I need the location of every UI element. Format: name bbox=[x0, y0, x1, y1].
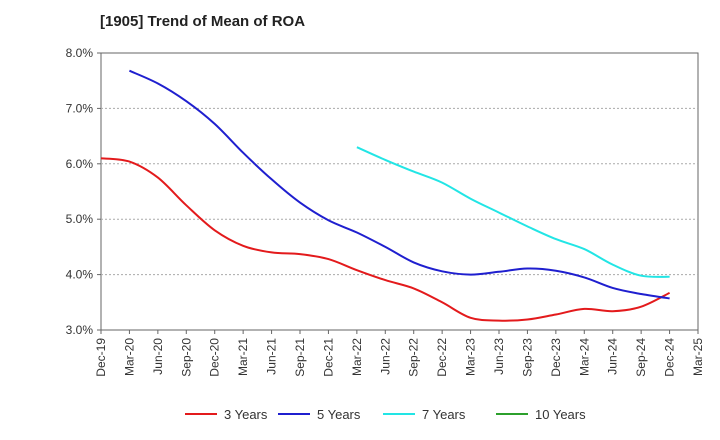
x-tick-label: Mar-20 bbox=[122, 338, 136, 376]
x-tick-label: Mar-23 bbox=[464, 338, 478, 376]
y-tick-label: 3.0% bbox=[66, 323, 94, 337]
y-tick-label: 5.0% bbox=[66, 212, 94, 226]
x-tick-label: Sep-23 bbox=[520, 338, 534, 377]
y-tick-label: 6.0% bbox=[66, 157, 94, 171]
x-tick-label: Jun-21 bbox=[265, 338, 279, 375]
y-tick-label: 7.0% bbox=[66, 101, 94, 115]
x-tick-label: Mar-25 bbox=[691, 338, 705, 376]
plot-area bbox=[100, 52, 699, 331]
legend-label: 10 Years bbox=[535, 407, 586, 422]
x-tick-label: Mar-24 bbox=[577, 338, 591, 376]
x-tick-label: Sep-20 bbox=[179, 338, 193, 377]
gridlines bbox=[101, 107, 698, 276]
x-tick-label: Jun-22 bbox=[378, 338, 392, 375]
legend-label: 5 Years bbox=[317, 407, 361, 422]
x-axis: Dec-19 Mar-20 Jun-20 Sep-20 Dec-20 Mar-21 Jun-… bbox=[94, 330, 705, 377]
y-axis: 3.0% 4.0% 5.0% 6.0% 7.0% 8.0% bbox=[66, 46, 101, 337]
x-tick-label: Mar-21 bbox=[236, 338, 250, 376]
legend-label: 7 Years bbox=[422, 407, 466, 422]
x-tick-label: Jun-20 bbox=[151, 338, 165, 375]
x-tick-label: Dec-21 bbox=[321, 338, 335, 377]
x-tick-label: Jun-23 bbox=[492, 338, 506, 375]
x-tick-label: Dec-23 bbox=[549, 338, 563, 377]
legend: 3 Years 5 Years 7 Years 10 Years bbox=[185, 407, 586, 422]
series-lines bbox=[100, 69, 671, 322]
series-line-1 bbox=[100, 157, 671, 322]
x-tick-label: Dec-24 bbox=[663, 338, 677, 377]
x-tick-label: Mar-22 bbox=[350, 338, 364, 376]
x-tick-label: Jun-24 bbox=[606, 338, 620, 375]
series-line-3 bbox=[356, 146, 670, 278]
legend-label: 3 Years bbox=[224, 407, 268, 422]
chart-title: [1905] Trend of Mean of ROA bbox=[100, 13, 306, 30]
x-tick-label: Dec-20 bbox=[208, 338, 222, 377]
x-tick-label: Sep-22 bbox=[407, 338, 421, 377]
y-tick-label: 4.0% bbox=[66, 268, 94, 282]
series-line-2 bbox=[128, 69, 670, 300]
x-tick-label: Sep-24 bbox=[634, 338, 648, 377]
x-tick-label: Dec-19 bbox=[94, 338, 108, 377]
x-tick-label: Dec-22 bbox=[435, 338, 449, 377]
x-tick-label: Sep-21 bbox=[293, 338, 307, 377]
y-tick-label: 8.0% bbox=[66, 46, 94, 60]
